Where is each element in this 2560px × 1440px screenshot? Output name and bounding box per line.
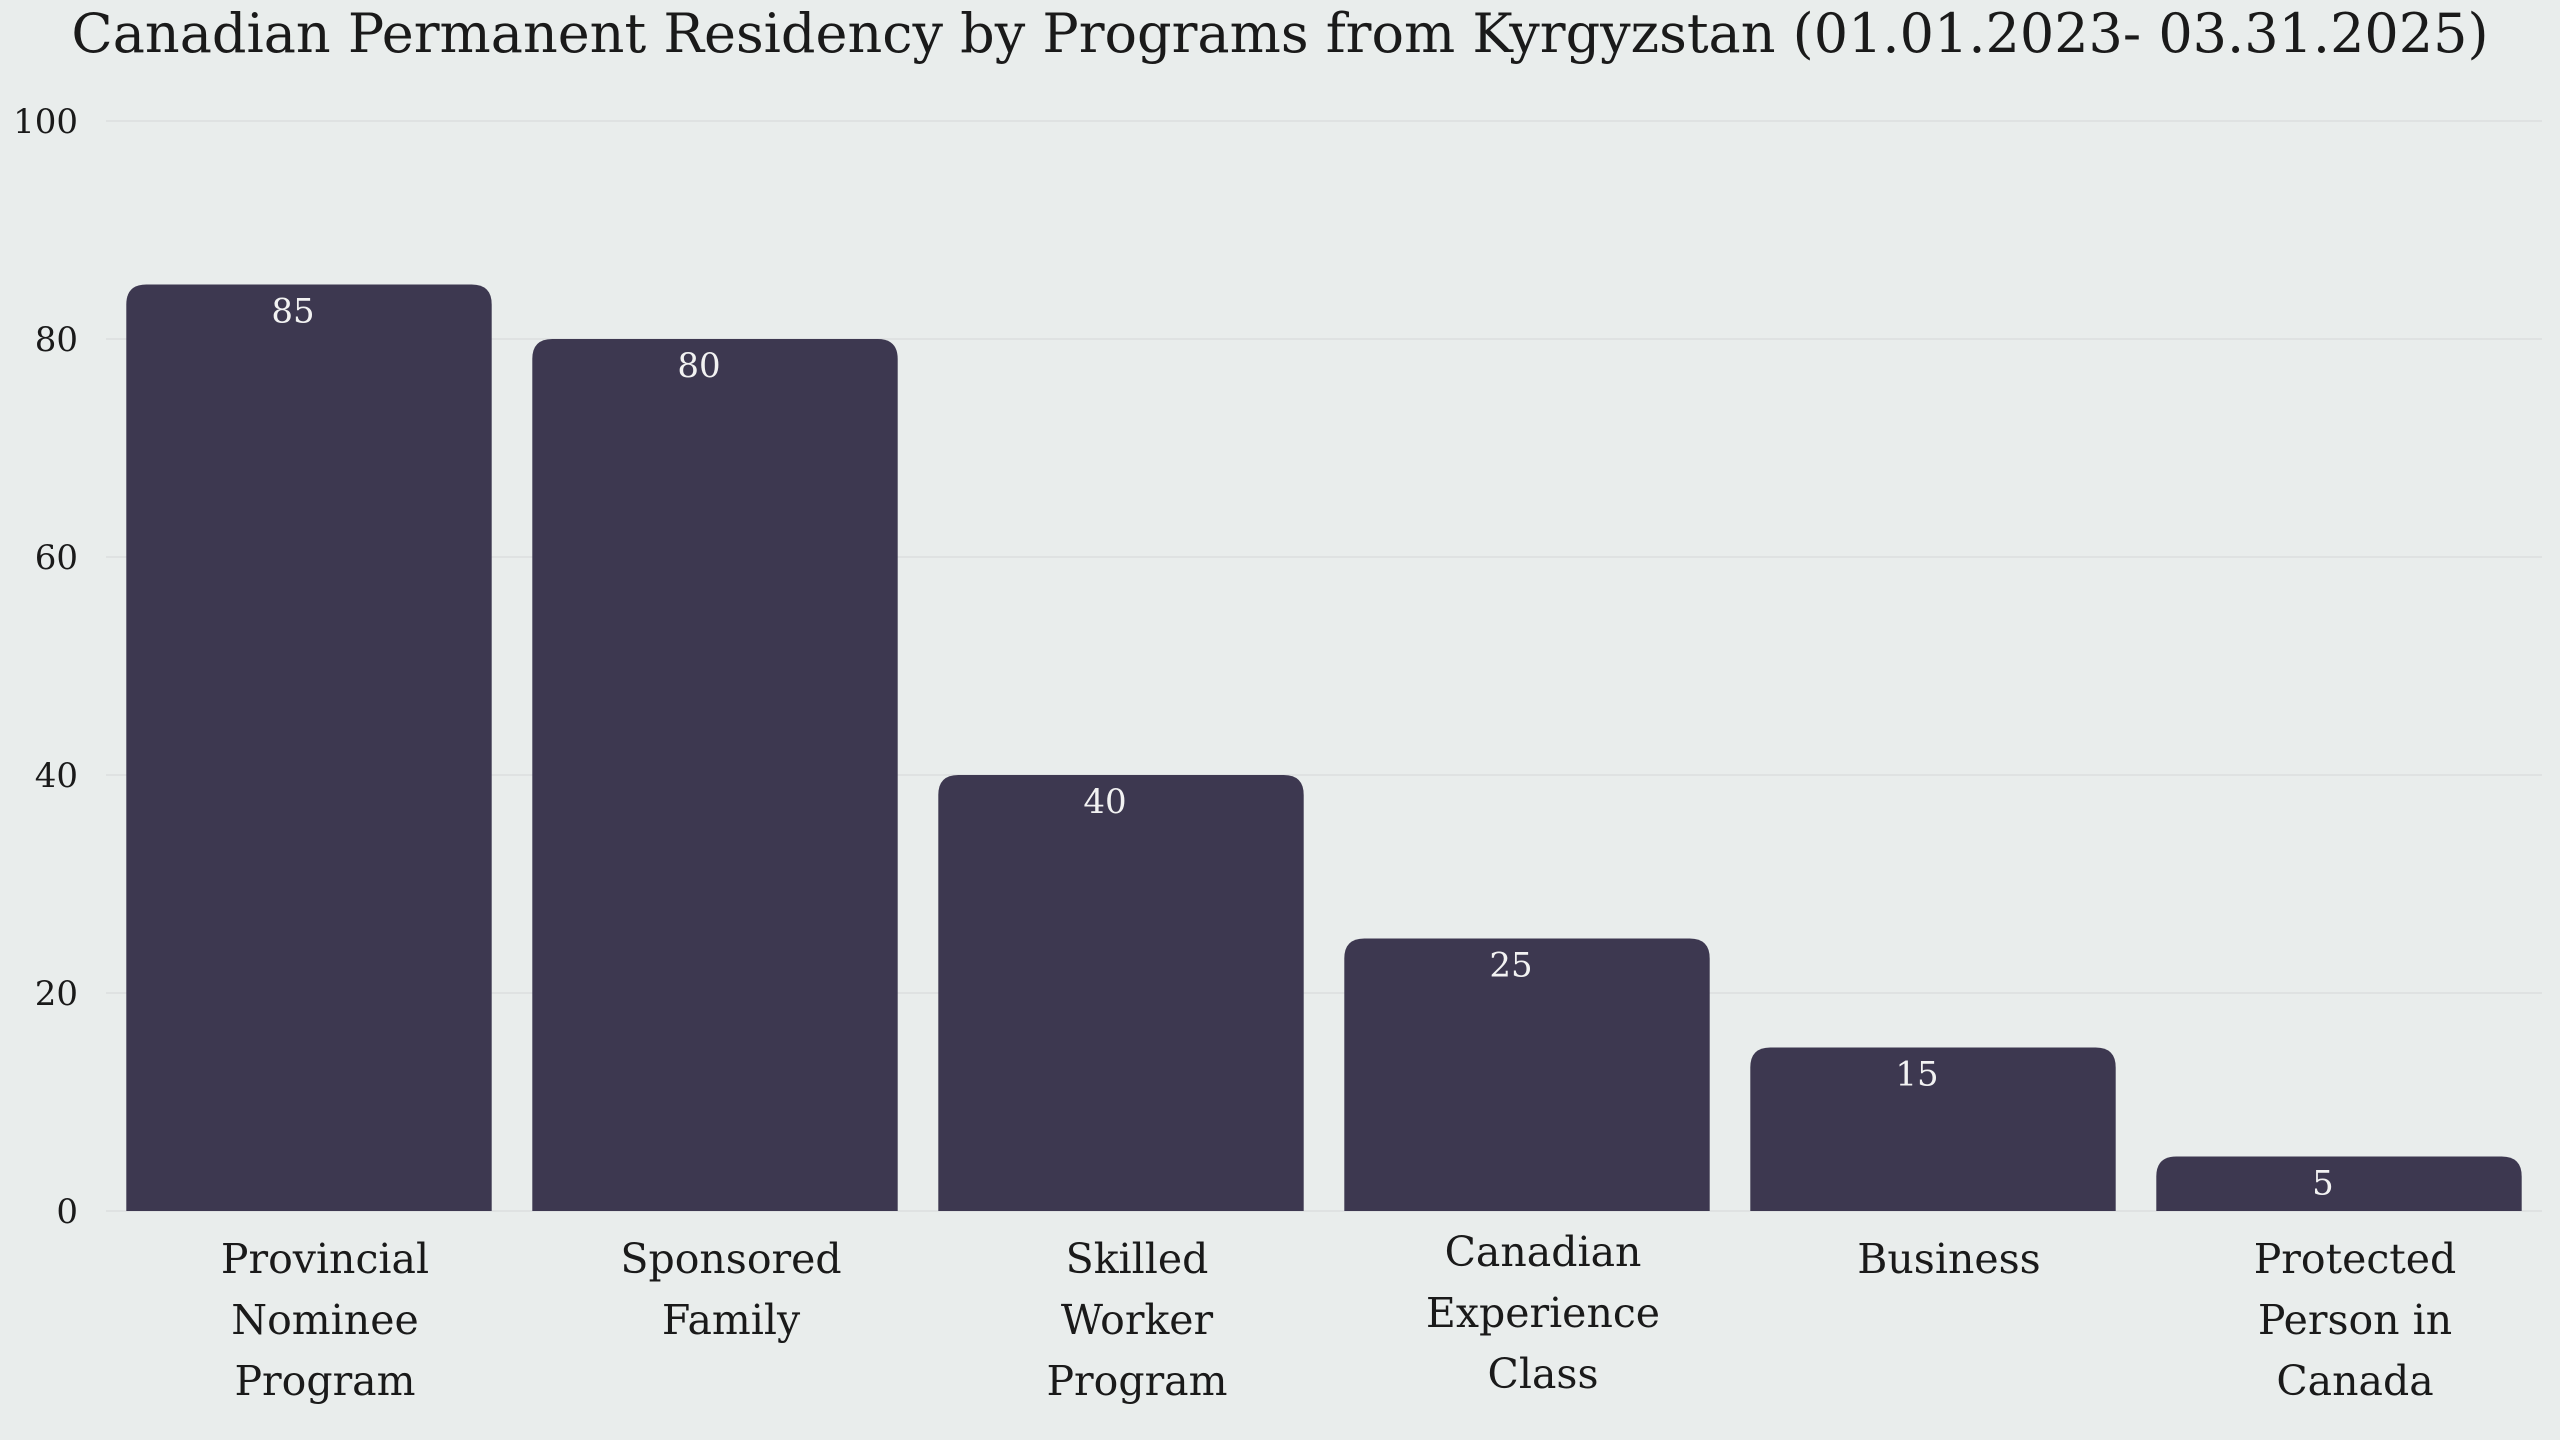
bars — [126, 284, 2522, 1211]
y-tick-label: 80 — [35, 320, 78, 360]
bar — [1344, 938, 1710, 1211]
bar — [2156, 1156, 2522, 1211]
y-tick-label: 20 — [35, 974, 78, 1014]
y-tick-label: 60 — [35, 538, 78, 578]
data-label: 40 — [1083, 782, 1126, 822]
y-tick-label: 100 — [13, 102, 78, 142]
data-label: 15 — [1895, 1055, 1938, 1095]
data-label: 25 — [1489, 946, 1532, 986]
bar — [532, 339, 898, 1211]
data-label: 85 — [271, 292, 314, 332]
bar — [938, 775, 1304, 1211]
x-tick-label: Protected Person in Canada — [2254, 1235, 2457, 1405]
data-labels: 85 80 40 25 15 5 — [271, 292, 2333, 1204]
x-axis-ticks: Provincial Nominee Program Sponsored Family S… — [221, 1228, 2456, 1405]
bar — [1750, 1047, 2116, 1211]
x-tick-label: Business — [1857, 1235, 2040, 1283]
chart-title: Canadian Permanent Residency by Programs… — [71, 2, 2488, 65]
y-tick-label: 40 — [35, 756, 78, 796]
x-tick-label: Provincial Nominee Program — [221, 1235, 429, 1405]
x-tick-label: Canadian Experience Class — [1426, 1228, 1660, 1398]
x-tick-label: Skilled Worker Program — [1046, 1235, 1227, 1405]
x-tick-label: Sponsored Family — [620, 1235, 841, 1344]
gridlines — [106, 120, 2542, 1212]
data-label: 5 — [2312, 1164, 2334, 1204]
data-label: 80 — [677, 346, 720, 386]
bar — [126, 284, 492, 1211]
y-tick-label: 0 — [56, 1192, 78, 1232]
y-axis-ticks: 0 20 40 60 80 100 — [13, 102, 78, 1232]
